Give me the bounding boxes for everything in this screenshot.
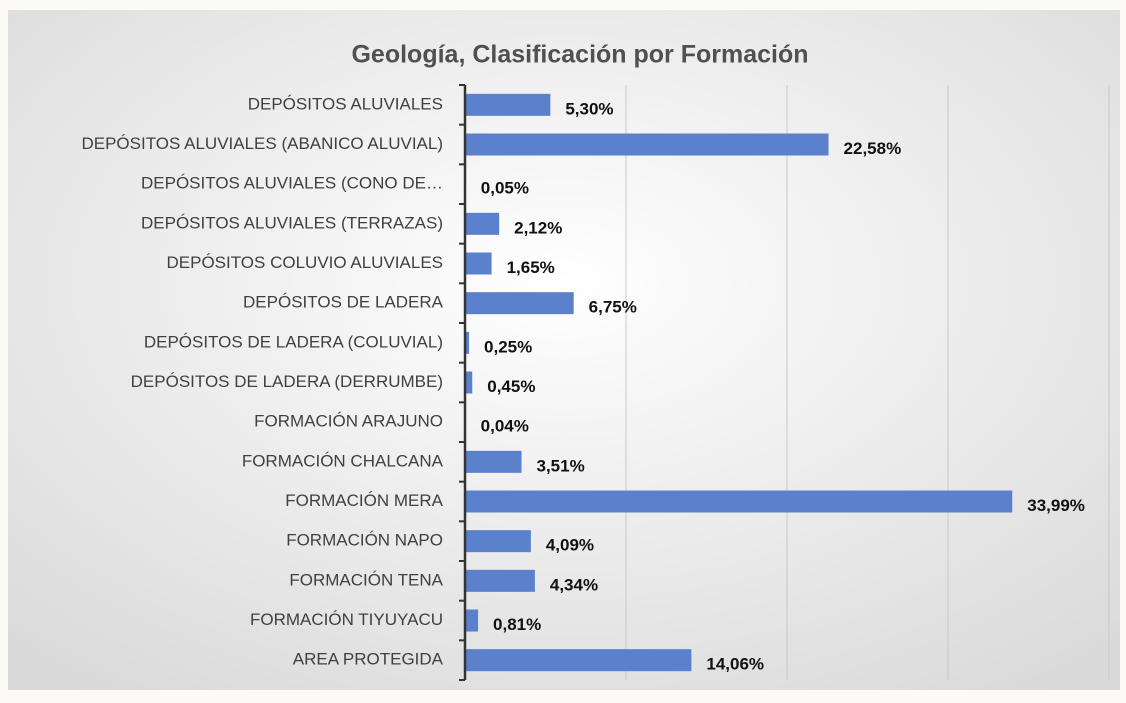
data-label: 22,58% xyxy=(844,139,902,158)
data-label: 4,09% xyxy=(546,536,594,555)
y-tick-label: DEPÓSITOS DE LADERA (DERRUMBE) xyxy=(131,372,443,391)
bar xyxy=(465,212,500,235)
bar xyxy=(465,371,473,394)
y-tick-label: DEPÓSITOS DE LADERA xyxy=(243,293,444,312)
data-label: 14,06% xyxy=(706,655,764,674)
y-tick-label: FORMACIÓN CHALCANA xyxy=(242,451,444,470)
y-tick-label: DEPÓSITOS ALUVIALES (ABANICO ALUVIAL) xyxy=(81,134,443,153)
data-label: 5,30% xyxy=(565,99,613,118)
y-tick-label: FORMACIÓN TIYUYACU xyxy=(250,610,443,629)
y-tick-label: AREA PROTEGIDA xyxy=(293,650,444,669)
y-tick-label: DEPÓSITOS ALUVIALES (TERRAZAS) xyxy=(141,213,443,232)
data-label: 3,51% xyxy=(537,456,585,475)
data-label: 0,81% xyxy=(493,615,541,634)
bar xyxy=(465,252,492,275)
bar xyxy=(465,93,551,116)
y-tick-label: DEPÓSITOS COLUVIO ALUVIALES xyxy=(166,253,443,272)
chart-background xyxy=(8,10,1120,690)
data-label: 1,65% xyxy=(507,258,555,277)
bar xyxy=(465,530,531,553)
data-label: 0,45% xyxy=(487,377,535,396)
y-tick-label: DEPÓSITOS ALUVIALES (CONO DE… xyxy=(141,174,443,193)
bar xyxy=(465,292,574,315)
chart-title: Geología, Clasificación por Formación xyxy=(351,41,808,69)
data-label: 6,75% xyxy=(589,298,637,317)
bar xyxy=(465,331,470,354)
bar xyxy=(465,649,692,672)
y-tick-label: DEPÓSITOS ALUVIALES xyxy=(248,94,443,113)
bar xyxy=(465,133,829,156)
data-label: 0,05% xyxy=(481,179,529,198)
y-tick-label: FORMACIÓN MERA xyxy=(285,491,443,510)
bar xyxy=(465,569,535,592)
bar xyxy=(465,609,479,632)
data-label: 0,25% xyxy=(484,337,532,356)
y-tick-label: FORMACIÓN ARAJUNO xyxy=(254,412,443,431)
data-label: 4,34% xyxy=(550,575,598,594)
y-tick-label: FORMACIÓN TENA xyxy=(289,570,443,589)
data-label: 33,99% xyxy=(1027,496,1085,515)
bar xyxy=(465,490,1013,513)
data-label: 0,04% xyxy=(481,417,529,436)
data-label: 2,12% xyxy=(514,218,562,237)
y-tick-label: FORMACIÓN NAPO xyxy=(286,531,443,550)
y-tick-label: DEPÓSITOS DE LADERA (COLUVIAL) xyxy=(144,332,443,351)
bar xyxy=(465,450,522,473)
